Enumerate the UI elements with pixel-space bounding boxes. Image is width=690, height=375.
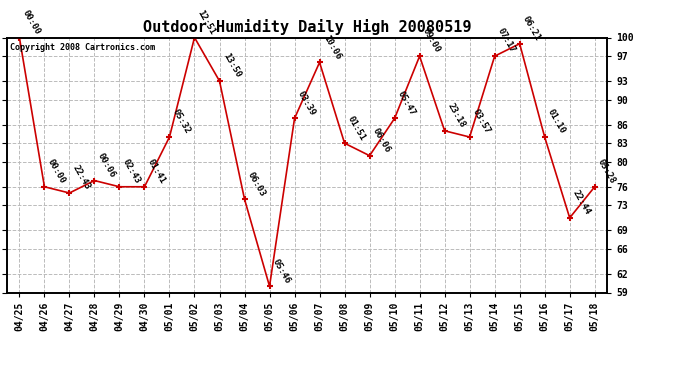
Text: 09:00: 09:00 [421, 27, 442, 55]
Text: 03:57: 03:57 [471, 108, 492, 136]
Text: 06:03: 06:03 [246, 170, 267, 198]
Text: 05:32: 05:32 [171, 108, 192, 136]
Text: 02:43: 02:43 [121, 158, 142, 185]
Text: 13:50: 13:50 [221, 52, 242, 80]
Text: 01:41: 01:41 [146, 158, 167, 185]
Text: 22:44: 22:44 [571, 189, 592, 216]
Text: 03:39: 03:39 [296, 89, 317, 117]
Text: 10:06: 10:06 [321, 33, 342, 61]
Text: 05:28: 05:28 [596, 158, 618, 185]
Text: 01:10: 01:10 [546, 108, 567, 136]
Title: Outdoor Humidity Daily High 20080519: Outdoor Humidity Daily High 20080519 [143, 19, 471, 35]
Text: 06:21: 06:21 [521, 15, 542, 42]
Text: 00:06: 00:06 [96, 152, 117, 179]
Text: 05:47: 05:47 [396, 89, 417, 117]
Text: Copyright 2008 Cartronics.com: Copyright 2008 Cartronics.com [10, 43, 155, 52]
Text: 07:17: 07:17 [496, 27, 518, 55]
Text: 00:00: 00:00 [21, 8, 42, 36]
Text: 12:51: 12:51 [196, 8, 217, 36]
Text: 06:06: 06:06 [371, 126, 392, 154]
Text: 00:00: 00:00 [46, 158, 67, 185]
Text: 23:18: 23:18 [446, 102, 467, 129]
Text: 22:43: 22:43 [71, 164, 92, 192]
Text: 05:46: 05:46 [271, 257, 292, 285]
Text: 01:51: 01:51 [346, 114, 367, 142]
